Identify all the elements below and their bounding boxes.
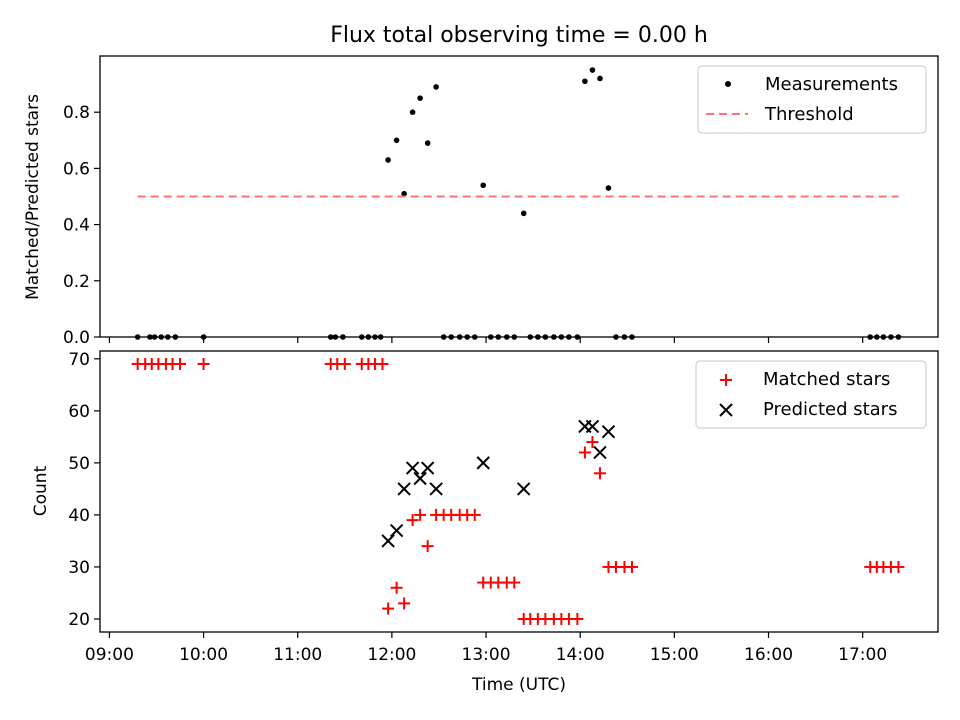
bottom-plot-area [131,358,905,625]
top-y-axis-label: Matched/Predicted stars [23,94,43,300]
matched-star-point [571,612,584,625]
measurement-point [409,109,416,115]
top-x-ticks [108,337,864,343]
x-tick-label: 12:00 [367,645,416,665]
bottom-y-ticks: 20 30 40 50 60 70 [68,350,100,630]
legend-predicted-label: Predicted stars [763,399,897,420]
top-axes: 0.00.20.40.60.8 Matched/Predicted stars … [23,55,939,348]
predicted-star-point [585,419,600,434]
predicted-star-point [405,461,420,475]
top-y-ticks: 0.0 0.2 0.4 0.6 0.8 [63,103,100,348]
measurement-point [589,67,596,73]
x-tick-label: 09:00 [85,645,134,665]
measurement-point [385,157,391,163]
matched-star-point [593,467,606,480]
predicted-star-point [413,471,427,486]
bottom-y-tick-label: 60 [68,402,90,422]
top-plot-area [134,67,902,340]
matched-star-point [398,597,411,610]
x-tick-label: 16:00 [744,645,793,665]
legend-threshold-label: Threshold [764,104,854,125]
predicted-star-point [429,482,443,496]
measurement-point [433,84,439,90]
matched-star-point [382,602,395,615]
x-axis-label: Time (UTC) [471,675,566,695]
x-tick-label: 14:00 [556,645,605,665]
bottom-y-tick-label: 40 [68,506,90,526]
chart-title: Flux total observing time = 0.00 h [330,23,708,48]
top-y-tick-label: 0.0 [63,328,90,348]
top-legend: Measurements Threshold [697,65,927,134]
legend-measurements-label: Measurements [765,74,898,95]
matched-star-point [338,358,351,371]
measurement-point [582,78,588,85]
matched-star-point [421,540,434,553]
matched-star-point [892,560,905,573]
bottom-x-ticks: 09:00 10:00 11:00 12:00 13:00 14:00 15:00 16:00… [85,632,887,665]
measurement-point [424,140,431,146]
top-y-tick-label: 0.6 [63,159,90,179]
x-tick-label: 10:00 [179,645,228,665]
matched-star-point [586,436,599,449]
top-y-tick-label: 0.2 [63,272,90,292]
measurement-point [401,190,407,197]
predicted-star-point [601,424,616,439]
measurement-point [393,137,400,144]
matched-star-point [625,560,638,573]
legend-matched-marker [720,374,732,386]
matched-star-point [197,358,210,371]
x-tick-label: 13:00 [462,645,511,665]
measurement-point [520,210,527,217]
bottom-legend-box [695,360,927,429]
matched-star-point [376,358,389,371]
x-tick-label: 15:00 [650,645,699,665]
matched-star-point [578,446,591,459]
measurement-point [605,185,612,191]
x-tick-label: 17:00 [838,645,887,665]
predicted-star-point [593,445,607,460]
bottom-y-tick-label: 50 [68,454,90,474]
bottom-y-tick-label: 20 [68,610,90,630]
measurement-point [417,95,423,101]
measurement-point [597,75,603,82]
predicted-star-point [476,456,490,470]
bottom-axes: 20 30 40 50 60 70 09:00 10:00 11:00 12:00 13:00 14… [31,350,939,695]
x-tick-label: 11:00 [273,645,322,665]
matched-star-point [390,581,403,594]
bottom-y-tick-label: 70 [68,350,90,370]
top-legend-box [697,65,927,134]
measurement-point [480,182,487,189]
predicted-star-point [517,482,531,496]
matched-star-point [174,358,187,371]
predicted-star-point [389,523,404,538]
matched-star-point [468,508,481,521]
predicted-star-point [397,482,411,496]
matched-star-point [406,514,419,527]
top-axes-frame [99,55,939,338]
top-y-tick-label: 0.8 [63,103,90,123]
legend-measurements-marker [725,81,731,87]
bottom-y-tick-label: 30 [68,558,90,578]
matched-star-point [414,508,427,521]
matched-star-point [508,576,521,589]
legend-predicted-marker [719,403,733,417]
bottom-legend: Matched stars Predicted stars [695,360,927,429]
predicted-star-point [381,534,395,548]
predicted-star-point [420,461,435,475]
bottom-y-axis-label: Count [31,465,51,516]
bottom-axes-frame [99,350,939,633]
legend-matched-label: Matched stars [763,369,890,390]
top-y-tick-label: 0.4 [63,216,90,236]
